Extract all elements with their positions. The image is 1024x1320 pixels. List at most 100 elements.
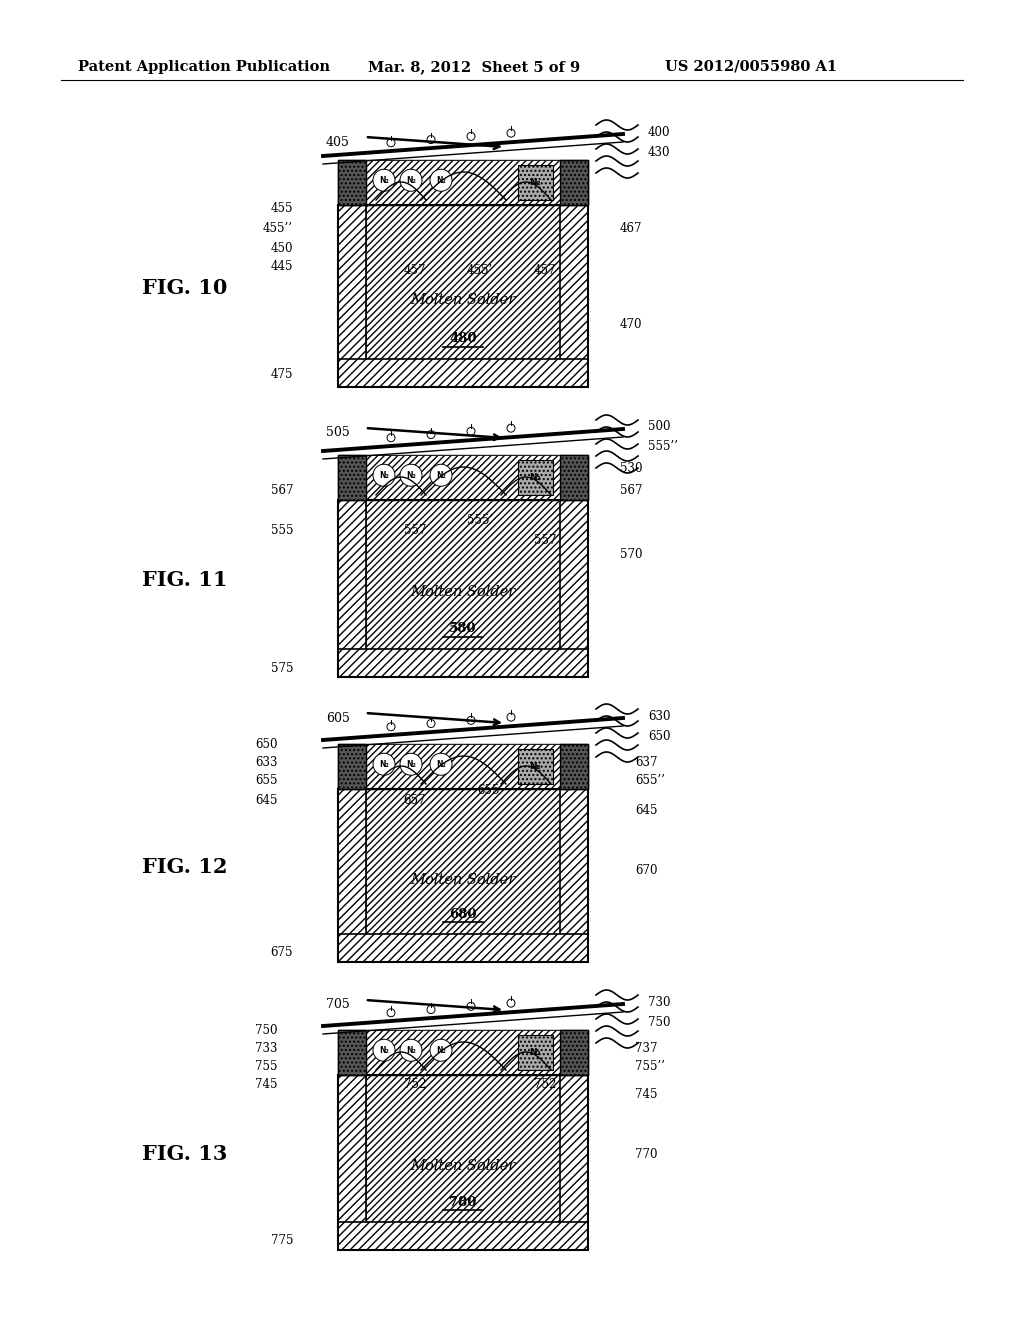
Text: 405: 405 (326, 136, 350, 149)
Text: 750: 750 (256, 1023, 278, 1036)
Text: 675: 675 (270, 945, 293, 958)
Text: 580: 580 (450, 623, 477, 635)
Circle shape (373, 1039, 395, 1061)
Text: 670: 670 (635, 863, 657, 876)
Text: 555’’: 555’’ (648, 441, 678, 454)
Text: 737: 737 (635, 1041, 657, 1055)
Bar (338, 1074, 588, 1250)
Bar (338, 789, 588, 962)
Bar (338, 935, 588, 962)
Bar (366, 455, 560, 500)
Bar (560, 205, 588, 387)
Bar (518, 1035, 553, 1071)
Text: 557: 557 (403, 524, 426, 536)
Text: N₂: N₂ (407, 471, 416, 479)
Circle shape (430, 1039, 452, 1061)
Text: 467: 467 (620, 222, 642, 235)
Text: Mar. 8, 2012  Sheet 5 of 9: Mar. 8, 2012 Sheet 5 of 9 (368, 59, 581, 74)
Circle shape (430, 754, 452, 775)
Bar (366, 1074, 560, 1222)
Bar (338, 160, 366, 205)
Text: 645: 645 (635, 804, 657, 817)
Text: 400: 400 (648, 125, 671, 139)
Text: 755’’: 755’’ (635, 1060, 665, 1072)
Text: 455: 455 (270, 202, 293, 214)
Text: 645: 645 (256, 793, 278, 807)
Text: 557: 557 (534, 533, 556, 546)
Bar (338, 789, 366, 962)
Text: Patent Application Publication: Patent Application Publication (78, 59, 330, 74)
Circle shape (387, 139, 395, 147)
Text: N₂: N₂ (436, 176, 445, 185)
Circle shape (430, 169, 452, 191)
Circle shape (507, 999, 515, 1007)
Bar (338, 455, 588, 500)
Text: FIG. 11: FIG. 11 (142, 570, 227, 590)
Bar (366, 744, 560, 789)
Text: 637: 637 (635, 756, 657, 770)
Text: N₂: N₂ (407, 760, 416, 768)
Circle shape (467, 428, 475, 436)
Circle shape (507, 129, 515, 137)
Circle shape (427, 719, 435, 727)
Text: Molten Solder: Molten Solder (411, 1159, 516, 1173)
Bar (338, 1222, 588, 1250)
Bar (560, 1030, 588, 1074)
Text: 455’’: 455’’ (263, 222, 293, 235)
Text: Molten Solder: Molten Solder (411, 293, 516, 308)
Circle shape (400, 1039, 422, 1061)
Circle shape (430, 465, 452, 486)
Text: 530: 530 (620, 462, 642, 474)
Text: 457: 457 (403, 264, 426, 276)
Text: Molten Solder: Molten Solder (411, 873, 516, 887)
Circle shape (373, 754, 395, 775)
Text: 505: 505 (327, 426, 350, 440)
Text: 770: 770 (635, 1148, 657, 1162)
Text: 745: 745 (635, 1089, 657, 1101)
Text: 750: 750 (648, 1015, 671, 1028)
Text: FIG. 12: FIG. 12 (142, 857, 227, 876)
Circle shape (387, 1008, 395, 1016)
Bar (560, 500, 588, 677)
Text: 457: 457 (534, 264, 556, 276)
Text: 650: 650 (256, 738, 278, 751)
Text: 730: 730 (648, 995, 671, 1008)
Bar (338, 455, 366, 500)
Text: FIG. 13: FIG. 13 (142, 1144, 227, 1164)
Bar (560, 455, 588, 500)
Text: 500: 500 (648, 421, 671, 433)
Text: N₂: N₂ (407, 176, 416, 185)
Bar (366, 160, 560, 205)
Text: 655’: 655’ (477, 784, 503, 796)
Bar (338, 160, 588, 205)
Circle shape (387, 434, 395, 442)
Bar (338, 359, 588, 387)
Circle shape (467, 717, 475, 725)
Text: FIG. 10: FIG. 10 (142, 277, 227, 297)
Text: 705: 705 (327, 998, 350, 1011)
Bar (338, 205, 366, 387)
Bar (560, 1074, 588, 1250)
Text: N₂: N₂ (529, 178, 541, 187)
Bar (518, 748, 553, 784)
Text: 575: 575 (270, 661, 293, 675)
Text: 633: 633 (256, 756, 278, 770)
Text: 775: 775 (270, 1233, 293, 1246)
Circle shape (400, 465, 422, 486)
Text: 630: 630 (648, 710, 671, 722)
Text: 650: 650 (648, 730, 671, 742)
Circle shape (507, 713, 515, 721)
Text: 733: 733 (256, 1041, 278, 1055)
Bar (366, 500, 560, 649)
Text: N₂: N₂ (379, 176, 389, 185)
Bar (366, 1030, 560, 1074)
Circle shape (427, 430, 435, 438)
Text: 475: 475 (270, 368, 293, 381)
Text: N₂: N₂ (436, 471, 445, 479)
Bar (338, 1030, 366, 1074)
Text: N₂: N₂ (379, 1045, 389, 1055)
Bar (560, 744, 588, 789)
Text: N₂: N₂ (529, 1048, 541, 1057)
Text: 752: 752 (403, 1078, 426, 1092)
Circle shape (373, 465, 395, 486)
